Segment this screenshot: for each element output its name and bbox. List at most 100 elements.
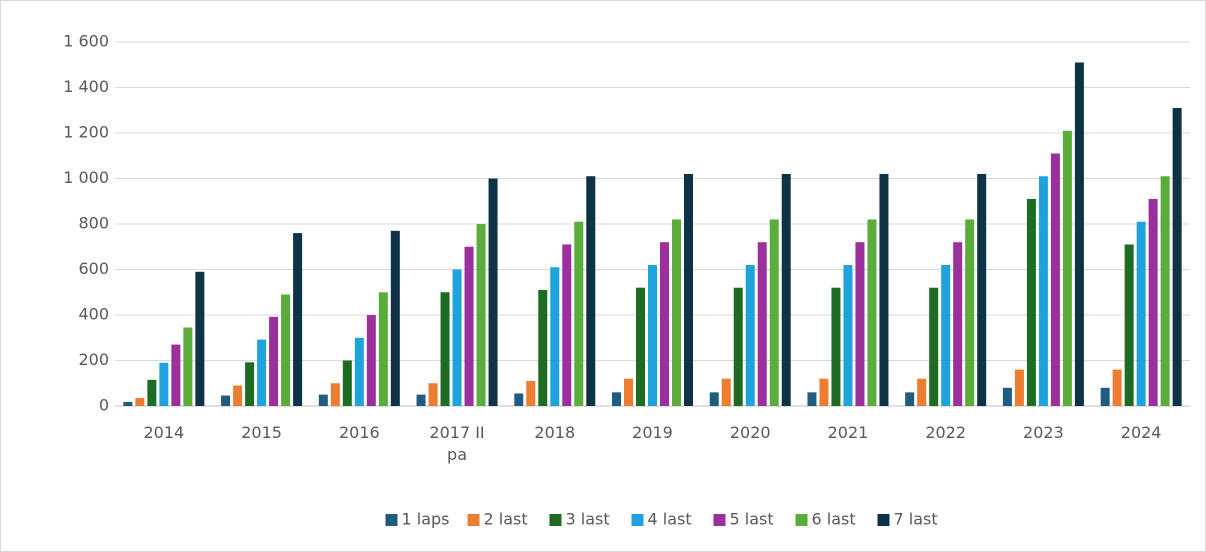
legend-swatch [877,514,890,526]
bar [867,219,877,406]
bar [1062,130,1072,406]
y-tick-label: 1 000 [63,168,109,187]
bar [733,287,743,406]
bar [855,242,865,406]
bar [195,271,205,406]
bar [660,242,669,406]
bar [1112,369,1122,406]
bar [1050,153,1060,406]
bar [1172,107,1182,406]
y-tick-label: 200 [78,350,109,369]
legend-swatch [795,514,808,526]
bar [538,289,548,406]
bar [342,360,352,406]
bar [781,173,791,406]
bar [1074,62,1084,406]
bar [269,316,279,406]
y-tick-label: 600 [78,259,109,278]
bar [281,294,291,406]
bar [550,267,560,406]
bar [624,378,633,406]
bar [819,378,829,406]
bar [636,287,645,406]
bar [366,315,376,406]
x-tick-label: 2023 [1023,423,1064,442]
legend-swatch [549,514,562,526]
bar [672,219,681,406]
bar [452,269,462,406]
bar [586,176,596,406]
bar [135,398,145,406]
x-tick-label: 2024 [1120,423,1162,442]
x-tick-label: 2019 [632,423,673,442]
bar [965,219,975,406]
x-tick-label: 2021 [827,423,869,442]
bar [233,385,243,406]
bar [257,339,267,406]
bar [562,244,572,406]
bar [721,378,731,406]
bar [390,230,400,406]
bar [159,362,169,406]
bar [1014,369,1024,406]
bar [953,242,963,406]
legend-label: 1 laps [402,510,450,529]
bar [293,233,303,406]
bar [464,246,474,406]
x-tick-label: 2020 [729,423,771,442]
bar [769,219,779,406]
bar [831,287,841,406]
bar [354,337,364,406]
bar [1026,198,1036,406]
bar [514,393,524,406]
bar [147,379,157,406]
x-tick-label: 2015 [241,423,282,442]
legend-swatch [713,514,726,526]
bar [843,264,853,406]
x-tick-label: 2022 [925,423,967,442]
bar [879,173,889,406]
bar [1136,221,1146,406]
x-tick-label: 2018 [534,423,576,442]
bar [428,383,438,406]
bar [1100,387,1110,406]
bar [917,378,927,406]
x-tick-label: 2017 II pa [429,423,485,464]
bar [526,380,536,406]
legend-label: 5 last [730,510,774,529]
bar [318,394,328,406]
y-tick-label: 1 200 [63,123,109,142]
legend-label: 6 last [812,510,856,529]
bar [648,264,657,406]
bar [123,401,133,406]
y-tick-label: 1 600 [63,32,109,51]
bar [684,173,693,406]
bar [440,292,450,406]
y-tick-label: 0 [99,396,109,415]
bar [1148,198,1158,406]
bar [488,178,498,406]
bar [807,392,817,406]
y-tick-label: 800 [78,214,109,233]
bar [905,392,915,406]
legend-label: 7 last [894,510,938,529]
y-tick-label: 1 400 [63,77,109,96]
legend-label: 3 last [566,510,610,529]
bar [1038,176,1048,406]
bar [183,327,193,406]
bar [929,287,939,406]
bar [416,394,426,406]
bar [745,264,755,406]
y-tick-label: 400 [78,305,109,324]
bar [1160,176,1170,406]
bar [245,362,255,406]
legend-swatch [631,514,644,526]
bar [574,221,584,406]
bar [612,392,621,406]
bar [1124,244,1134,406]
x-tick-label: 2016 [338,423,380,442]
bar [476,224,486,406]
